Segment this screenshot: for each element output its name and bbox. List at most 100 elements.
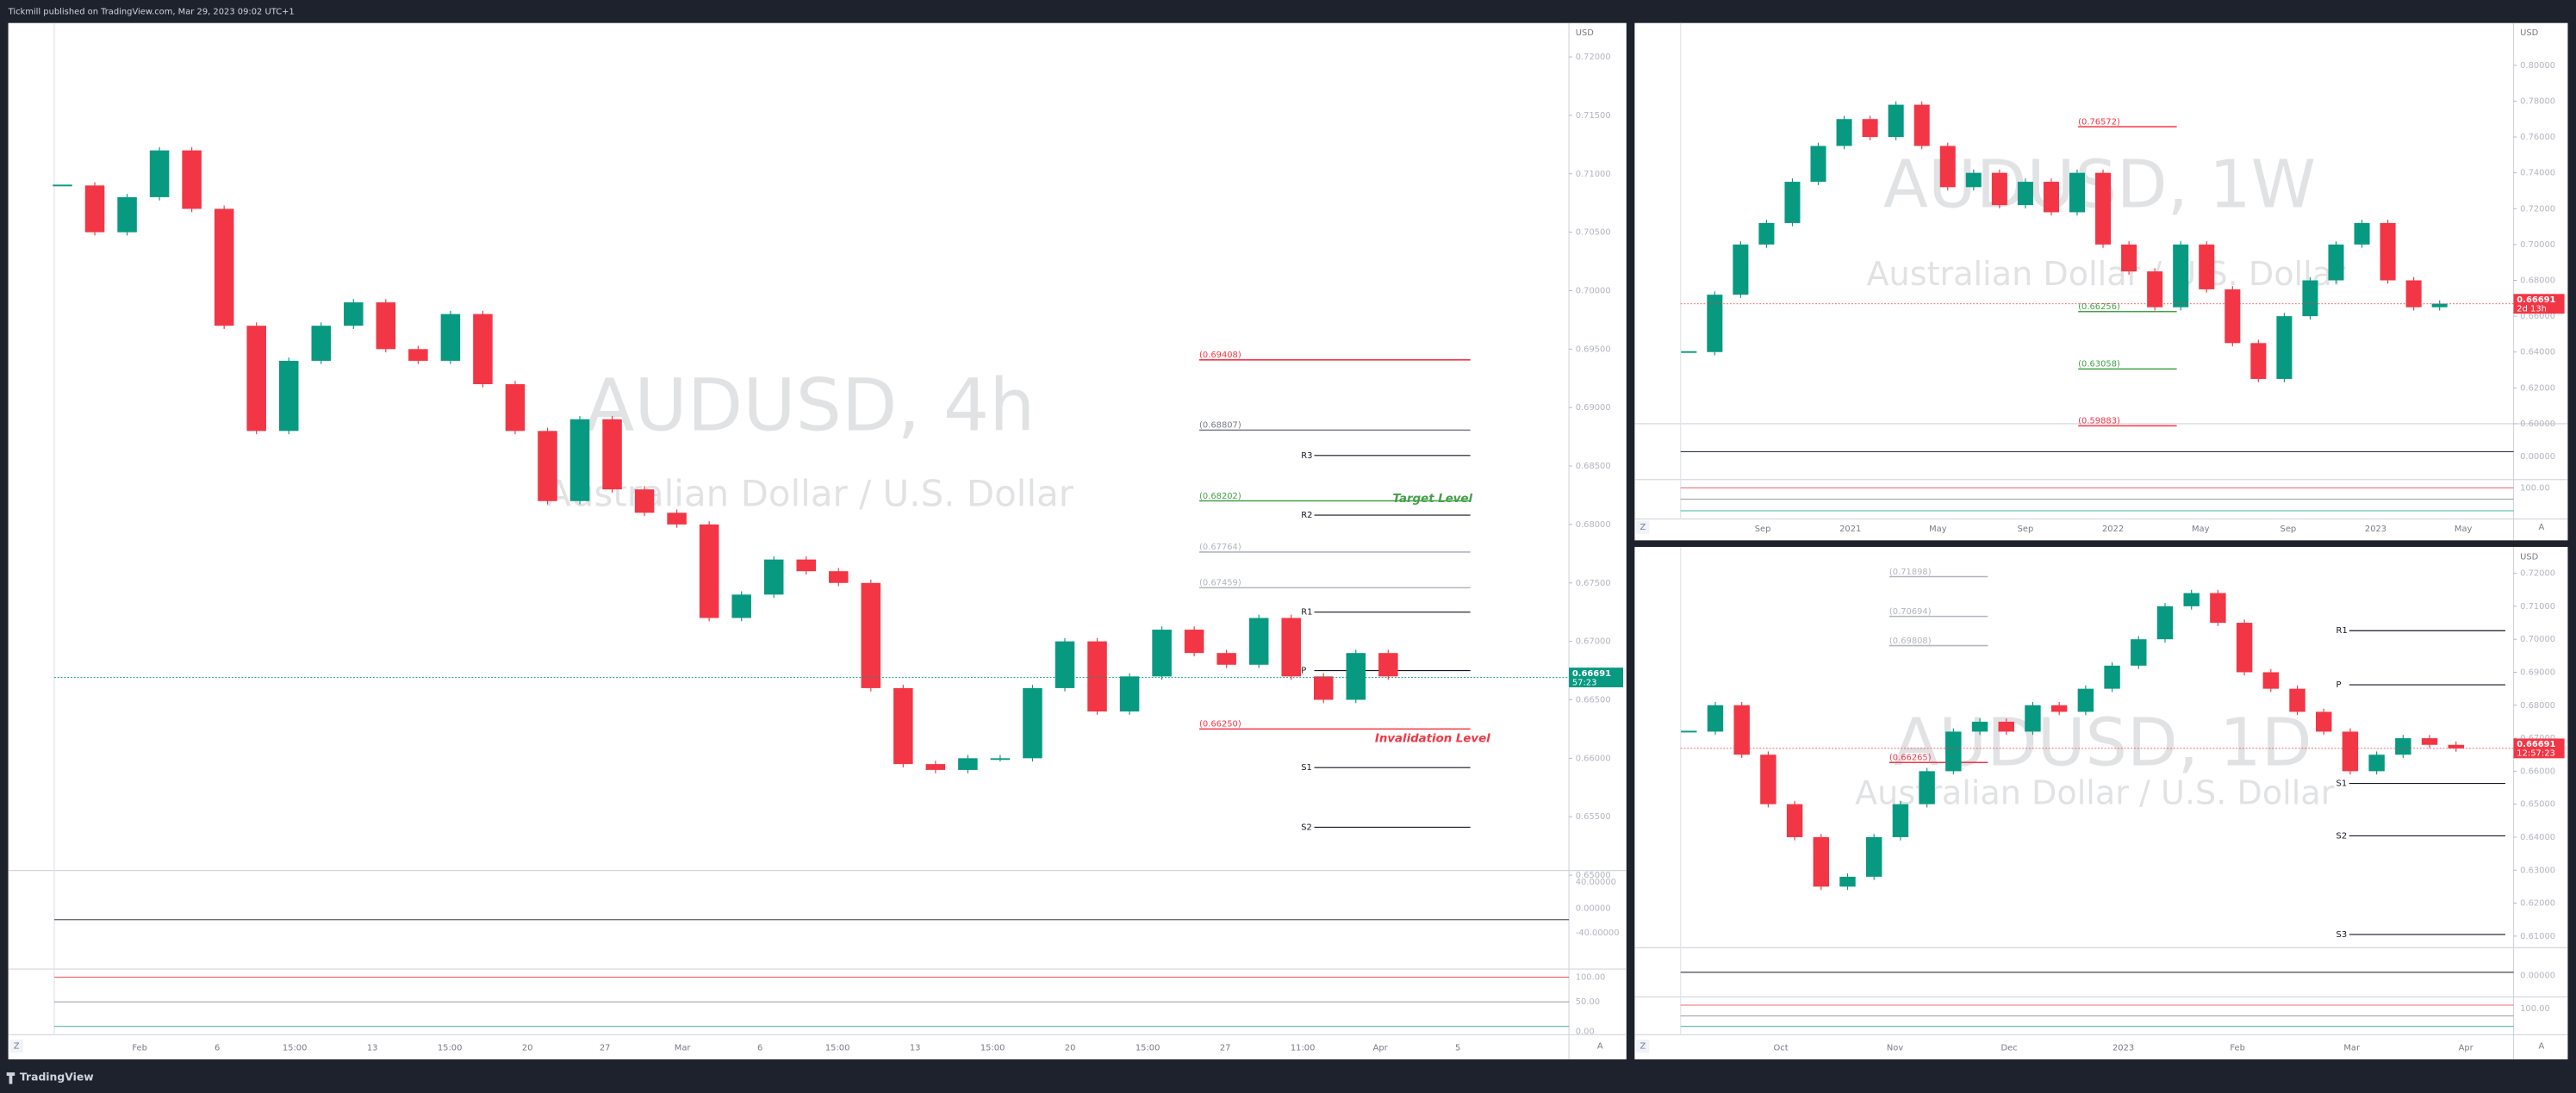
control[interactable]: Z xyxy=(14,1042,20,1052)
y-tick-label: 0.70500 xyxy=(1576,228,1611,238)
description-watermark: Australian Dollar / U.S. Dollar xyxy=(1866,255,2346,293)
osc-label: -40.00000 xyxy=(1576,928,1620,938)
candle xyxy=(2316,711,2332,732)
candle xyxy=(2302,280,2318,317)
candle xyxy=(1184,630,1204,654)
candle xyxy=(1839,876,1856,887)
x-tick-label: Dec xyxy=(2001,1044,2018,1053)
candle xyxy=(2017,182,2033,206)
pivot-label: R2 xyxy=(1301,511,1312,520)
x-tick-label: Feb xyxy=(132,1044,147,1053)
candle xyxy=(2069,172,2086,213)
y-tick-label: 0.70000 xyxy=(2520,635,2555,644)
y-tick-label: 0.66000 xyxy=(1576,754,1611,763)
candle xyxy=(149,150,170,197)
candle xyxy=(1862,119,1878,138)
y-tick-label: 0.80000 xyxy=(2520,61,2555,71)
x-tick-label: Oct xyxy=(1773,1044,1788,1053)
candle xyxy=(1892,804,1909,837)
pivot-label: R1 xyxy=(1301,608,1312,618)
control[interactable]: Z xyxy=(1640,523,1646,532)
osc-label: 50.00 xyxy=(1576,997,1600,1007)
y-tick-label: 0.76000 xyxy=(2520,133,2555,142)
y-tick-label: 0.65000 xyxy=(1576,871,1611,880)
osc-label: 0.00000 xyxy=(1576,904,1611,913)
control[interactable]: A xyxy=(1597,1042,1603,1052)
level-label: (0.71898) xyxy=(1889,568,1932,577)
level-label: (0.68202) xyxy=(1199,492,1241,501)
candle xyxy=(2236,623,2253,673)
y-tick-label: 0.68000 xyxy=(2520,701,2555,711)
candle xyxy=(1281,618,1301,677)
candle xyxy=(2289,688,2305,712)
y-tick-label: 0.78000 xyxy=(2520,96,2555,106)
control[interactable]: A xyxy=(2539,523,2545,532)
candle xyxy=(2077,688,2094,712)
control-box[interactable] xyxy=(9,1040,23,1053)
level-label: (0.66256) xyxy=(2078,302,2120,312)
x-tick-label: 2023 xyxy=(2365,525,2386,534)
x-tick-label: 13 xyxy=(910,1044,921,1053)
candle xyxy=(2354,222,2370,245)
x-tick-label: May xyxy=(1929,525,1947,534)
y-tick-label: 0.64000 xyxy=(2520,833,2555,842)
x-tick-label: 15:00 xyxy=(825,1044,850,1053)
pivot-label: P xyxy=(2336,680,2342,690)
candle xyxy=(1733,705,1750,755)
candle xyxy=(2104,665,2120,689)
candle xyxy=(2395,738,2411,755)
price-label: 0.66691 xyxy=(2517,740,2555,749)
osc-label: 0.00 xyxy=(1576,1027,1595,1036)
x-tick-label: May xyxy=(2192,525,2210,534)
description-watermark: Australian Dollar / U.S. Dollar xyxy=(1855,773,2335,811)
x-tick-label: Feb xyxy=(2230,1044,2245,1053)
candle xyxy=(1913,104,1930,146)
x-tick-label: 11:00 xyxy=(1291,1044,1316,1053)
y-tick-label: 0.71500 xyxy=(1576,111,1611,121)
x-tick-label: 15:00 xyxy=(438,1044,463,1053)
y-tick-label: 0.65000 xyxy=(2520,800,2555,810)
candle xyxy=(117,196,137,233)
osc-label: 100.00 xyxy=(1576,973,1606,983)
y-tick-label: 0.62000 xyxy=(2520,383,2555,393)
candle xyxy=(1784,182,1801,223)
level-label: (0.67459) xyxy=(1199,579,1241,588)
level-label: (0.68807) xyxy=(1199,421,1241,431)
candle xyxy=(1733,244,1749,295)
candle xyxy=(505,384,526,432)
candle xyxy=(311,326,332,361)
control[interactable]: A xyxy=(2539,1042,2545,1052)
candle xyxy=(2095,172,2112,245)
y-tick-label: 0.70000 xyxy=(2520,240,2555,250)
candle xyxy=(2210,593,2226,624)
control-box[interactable] xyxy=(1636,520,1650,534)
candle xyxy=(2380,222,2396,281)
candle xyxy=(1888,104,1904,138)
candle xyxy=(344,302,364,326)
candle xyxy=(1866,836,1882,877)
candle xyxy=(2043,182,2059,213)
control[interactable]: Z xyxy=(1640,1042,1646,1052)
candle xyxy=(2276,316,2293,379)
candle xyxy=(861,582,881,688)
candle xyxy=(2421,738,2438,745)
candle xyxy=(1836,119,1852,146)
control-box[interactable] xyxy=(1636,1040,1650,1053)
candle xyxy=(699,524,719,618)
level-label: (0.66250) xyxy=(1199,720,1241,730)
y-tick-label: 0.64000 xyxy=(2520,348,2555,357)
candle xyxy=(2183,593,2200,606)
candle xyxy=(1965,172,1982,188)
level-label: (0.76572) xyxy=(2078,117,2120,127)
candle xyxy=(1087,641,1107,712)
candle xyxy=(1971,721,1988,732)
x-tick-label: 13 xyxy=(367,1044,378,1053)
x-tick-label: Nov xyxy=(1887,1044,1903,1053)
candle xyxy=(278,360,299,432)
candle xyxy=(2368,755,2385,772)
y-tick-label: 0.72000 xyxy=(2520,569,2555,579)
candle xyxy=(1707,295,1723,352)
candle xyxy=(1945,731,1962,772)
x-tick-label: 27 xyxy=(600,1044,611,1053)
brand: TradingView xyxy=(20,1070,94,1083)
